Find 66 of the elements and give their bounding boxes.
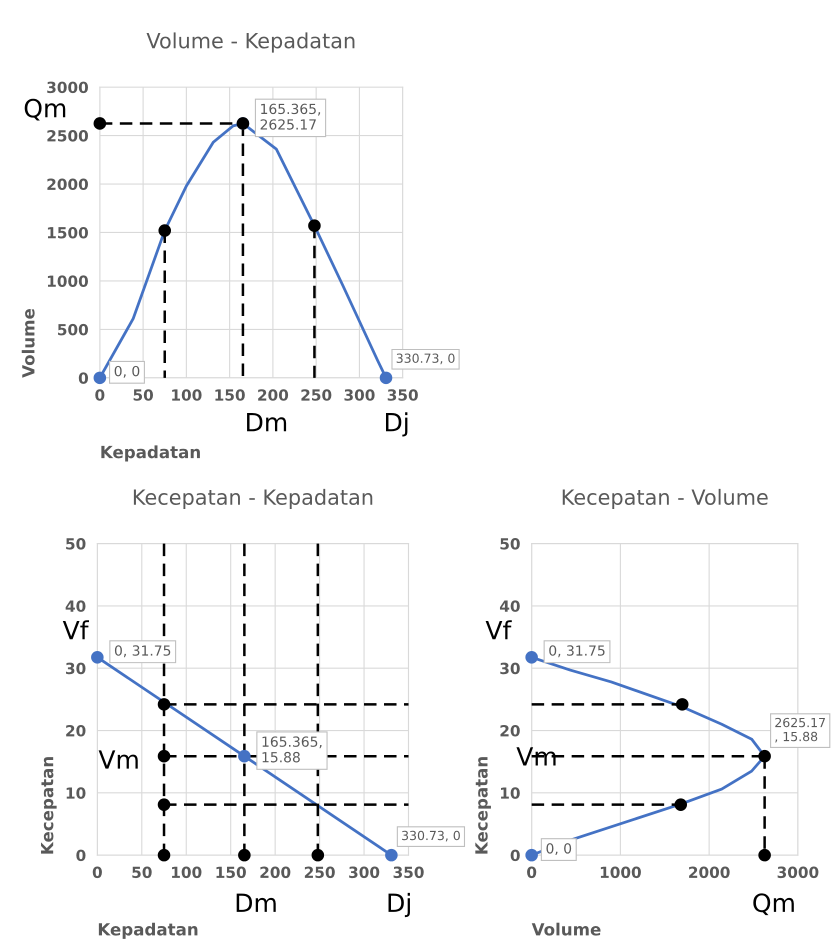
text: Dj — [386, 412, 408, 436]
y-axis-title: Kecepatan — [41, 757, 57, 854]
x-tick-label: 50 — [132, 866, 152, 878]
annotation: 165.365, 15.88 — [262, 736, 322, 762]
x-tick-label: 150 — [216, 866, 246, 878]
annotation: 165.365, 2625.17 — [260, 104, 320, 130]
x-tick-label: 350 — [394, 866, 424, 878]
x-tick-label: 250 — [304, 866, 335, 878]
y-tick-label: 10 — [66, 787, 86, 799]
y-tick-label: 0 — [510, 850, 520, 862]
y-tick-label: 2000 — [47, 178, 88, 190]
x-tick-label: 0 — [95, 389, 104, 401]
annotation: 0, 31.75 — [549, 645, 605, 658]
text: Vf — [62, 620, 89, 640]
y-tick-label: 2500 — [47, 130, 88, 142]
annotation: 0, 0 — [114, 366, 140, 378]
x-tick-label: 50 — [134, 389, 154, 401]
y-tick-label: 40 — [500, 600, 520, 612]
y-tick-label: 30 — [500, 662, 520, 674]
annotation: 330.73, 0 — [396, 353, 455, 364]
y-tick-label: 20 — [500, 724, 520, 737]
x-tick-label: 300 — [349, 866, 380, 878]
x-tick-label: 3000 — [778, 866, 818, 878]
y-tick-label: 50 — [66, 538, 86, 550]
y-axis-title: Volume — [22, 308, 35, 378]
y-axis-title: Kecepatan — [475, 757, 491, 854]
x-tick-label: 2000 — [689, 866, 730, 878]
x-axis-title: Volume — [532, 922, 601, 936]
text: Vf — [486, 620, 512, 640]
x-tick-label: 0 — [92, 866, 102, 878]
x-tick-label: 300 — [344, 389, 375, 401]
y-tick-label: 20 — [66, 724, 86, 737]
annotation: 330.73, 0 — [402, 830, 460, 842]
annotation: 0, 0 — [546, 843, 572, 856]
x-tick-label: 1000 — [600, 866, 641, 878]
x-tick-label: 100 — [172, 389, 202, 401]
x-tick-label: 100 — [172, 866, 202, 878]
text: Dj — [388, 892, 410, 918]
x-axis-title: Kepadatan — [101, 445, 200, 462]
chart-title: Volume - Kepadatan — [146, 32, 354, 53]
y-tick-label: 30 — [66, 662, 86, 674]
y-tick-label: 3000 — [47, 82, 88, 94]
chart-title: Kecepatan - Kepadatan — [134, 488, 372, 510]
chart-title: Kecepatan - Volume — [562, 488, 768, 510]
x-tick-label: 150 — [215, 389, 245, 401]
y-tick-label: 1000 — [48, 275, 88, 287]
annotation: Vm — [98, 750, 138, 769]
x-tick-label: 200 — [258, 389, 288, 401]
annotation: 2625.17 , 15.88 — [775, 718, 825, 743]
x-axis-title: Kepadatan — [98, 922, 198, 939]
text: Dm — [247, 413, 286, 432]
text: Dm — [236, 894, 276, 912]
y-tick-label: 0 — [76, 850, 86, 862]
y-tick-label: 50 — [500, 538, 520, 550]
y-tick-label: 500 — [58, 324, 88, 336]
x-tick-label: 250 — [301, 389, 332, 401]
annotation: 0, 31.75 — [114, 645, 170, 658]
text: Qm — [753, 893, 794, 916]
y-tick-label: 1500 — [48, 226, 88, 239]
y-tick-label: 40 — [66, 600, 86, 612]
x-tick-label: 350 — [388, 389, 418, 401]
x-tick-label: 200 — [260, 866, 290, 878]
text: Qm — [24, 98, 66, 121]
y-tick-label: 10 — [501, 787, 520, 799]
x-tick-label: 0 — [527, 866, 536, 878]
y-tick-label: 0 — [78, 372, 88, 384]
